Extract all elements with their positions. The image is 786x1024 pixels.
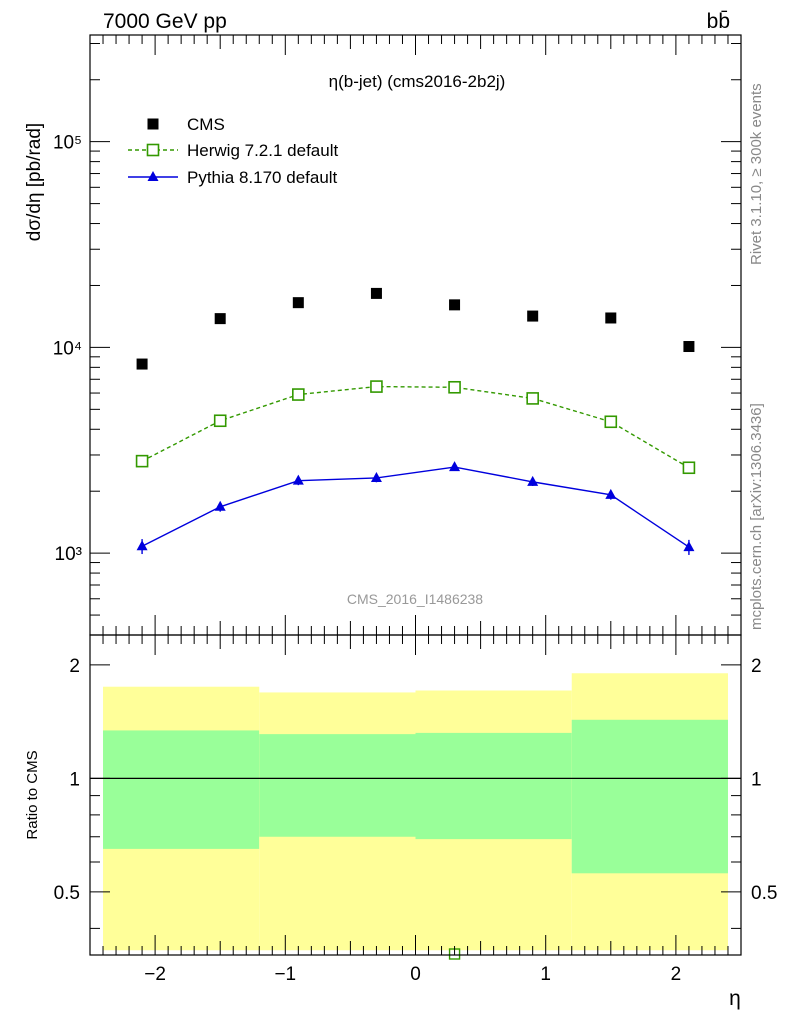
energy-label: 7000 GeV pp: [103, 10, 227, 33]
ratio-y-tick-label-right: 0.5: [751, 883, 777, 904]
series-herwig-7-2-1-default: [135, 380, 696, 475]
data-point: [214, 313, 226, 325]
data-point: [449, 461, 461, 472]
rivet-label: Rivet 3.1.10, ≥ 300k events: [748, 83, 765, 265]
main-panel: η(b-jet) (cms2016-2b2j) CMS_2016_I148623…: [24, 34, 742, 636]
main-series: [135, 287, 696, 555]
ratio-y-tick-label-left: 0.5: [54, 883, 80, 904]
data-point: [683, 341, 695, 353]
data-point: [682, 461, 696, 475]
data-point: [527, 310, 539, 322]
ratio-panel: 0.5 0.5 1 1 2 2 −2 −1 0 1 2 Ratio to CMS η: [24, 634, 778, 1010]
x-tick-label: 1: [540, 964, 551, 985]
ratio-y-tick-label-right: 1: [751, 769, 762, 790]
data-point: [135, 454, 149, 468]
x-tick-label: −1: [274, 964, 296, 985]
legend: CMS Herwig 7.2.1 default Pythia 8.170 defa…: [128, 115, 338, 187]
data-point: [292, 388, 305, 401]
legend-item: Herwig 7.2.1 default: [128, 141, 338, 160]
data-point: [370, 471, 382, 482]
legend-label: Pythia 8.170 default: [187, 168, 338, 187]
data-point: [213, 414, 227, 428]
data-point: [370, 380, 383, 393]
main-title: η(b-jet) (cms2016-2b2j): [329, 72, 506, 91]
data-point: [448, 380, 461, 394]
watermark-label: CMS_2016_I1486238: [347, 591, 483, 607]
data-point: [604, 415, 618, 429]
x-axis-label: η: [729, 987, 741, 1010]
data-point: [370, 287, 382, 299]
data-point: [292, 297, 304, 309]
legend-item: CMS: [147, 115, 225, 134]
data-point: [605, 312, 617, 324]
data-point: [449, 299, 461, 311]
process-label: bb̄: [707, 10, 730, 33]
main-y-tick-labels: 10³ 10⁴ 10⁵: [53, 133, 82, 565]
series-cms: [136, 287, 695, 370]
ratio-bands: [103, 673, 728, 951]
y-axis-label: dσ/dη [pb/rad]: [24, 123, 45, 241]
data-point: [214, 500, 226, 511]
ratio-frame: [89, 634, 742, 956]
main-y-ticks: [90, 43, 741, 636]
uncertainty-band-inner: [415, 732, 572, 840]
series-line: [141, 466, 690, 548]
legend-label: CMS: [187, 115, 225, 134]
ratio-y-tick-label-left: 1: [69, 769, 80, 790]
y-tick-label: 10⁵: [53, 133, 82, 154]
main-x-ticks: [89, 35, 742, 635]
series-line: [141, 385, 690, 469]
y-tick-label: 10⁴: [53, 338, 82, 359]
ratio-y-axis-label: Ratio to CMS: [24, 750, 41, 839]
x-tick-label: 0: [410, 964, 421, 985]
legend-marker: [146, 143, 160, 157]
data-point: [136, 540, 148, 551]
series-pythia-8-170-default: [136, 461, 695, 555]
data-point: [526, 392, 539, 405]
data-point: [292, 474, 304, 485]
legend-label: Herwig 7.2.1 default: [187, 141, 338, 160]
data-point: [136, 358, 148, 370]
x-tick-labels: −2 −1 0 1 2: [144, 964, 681, 985]
uncertainty-band-inner: [103, 730, 260, 849]
mcplots-label: mcplots.cern.ch [arXiv:1306.3436]: [748, 403, 765, 630]
legend-marker: [147, 171, 159, 181]
uncertainty-band-inner: [259, 734, 416, 837]
ratio-y-tick-labels: 0.5 0.5 1 1 2 2: [54, 656, 778, 904]
ratio-y-ticks: [90, 664, 741, 929]
data-point: [683, 541, 695, 552]
ratio-y-tick-label-left: 2: [69, 656, 80, 677]
ratio-y-tick-label-right: 2: [751, 656, 762, 677]
uncertainty-band-inner: [571, 719, 728, 874]
data-point: [527, 475, 539, 486]
y-tick-label: 10³: [55, 544, 82, 565]
x-tick-label: 2: [671, 964, 682, 985]
data-point: [605, 488, 617, 499]
legend-marker: [147, 118, 159, 130]
legend-item: Pythia 8.170 default: [128, 168, 338, 187]
x-tick-label: −2: [144, 964, 166, 985]
